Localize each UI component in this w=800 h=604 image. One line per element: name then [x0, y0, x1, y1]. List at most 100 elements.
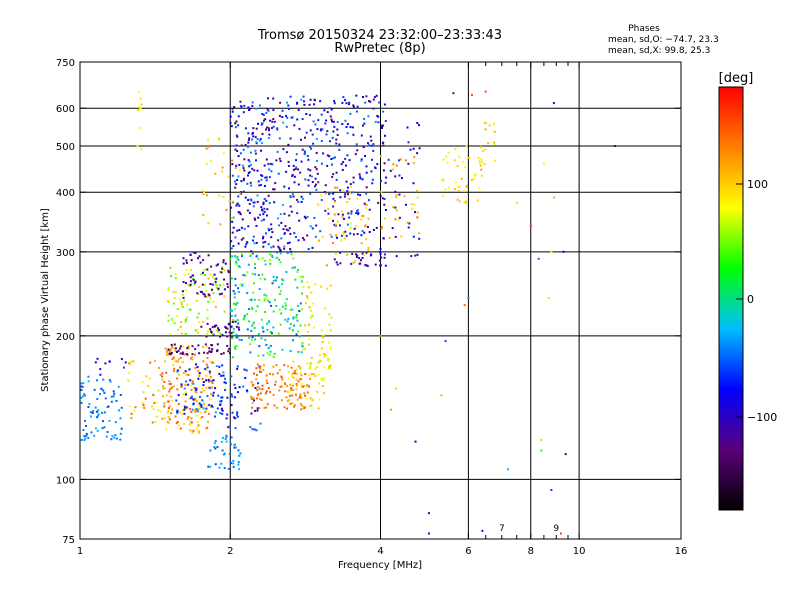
- data-point: [228, 347, 231, 350]
- data-point: [326, 154, 329, 157]
- data-point: [317, 373, 320, 376]
- data-point: [312, 326, 315, 329]
- data-point: [304, 136, 306, 139]
- data-point: [170, 343, 173, 346]
- data-point: [239, 192, 242, 195]
- data-point: [354, 259, 357, 262]
- data-point: [213, 446, 216, 448]
- data-point: [346, 223, 349, 226]
- data-point: [165, 350, 168, 353]
- data-point: [186, 316, 188, 319]
- data-point: [407, 226, 410, 229]
- data-point: [300, 384, 303, 387]
- data-point: [207, 145, 210, 148]
- data-point: [297, 109, 300, 112]
- data-point: [259, 365, 262, 368]
- data-point: [214, 283, 217, 286]
- data-point: [377, 201, 380, 204]
- data-point: [243, 169, 246, 172]
- data-point: [231, 107, 234, 110]
- data-point: [231, 337, 234, 340]
- data-point: [194, 390, 197, 393]
- data-point: [267, 346, 270, 349]
- data-point: [196, 328, 199, 331]
- data-point: [290, 250, 292, 253]
- data-point: [464, 166, 467, 169]
- data-point: [303, 153, 306, 156]
- data-point: [278, 286, 280, 289]
- data-point: [315, 168, 318, 171]
- data-point: [356, 233, 359, 235]
- data-point: [307, 343, 310, 346]
- data-point: [128, 362, 131, 365]
- data-point: [197, 369, 200, 372]
- data-point: [314, 367, 317, 370]
- data-point: [246, 292, 249, 295]
- data-point: [283, 406, 286, 409]
- data-point: [261, 388, 264, 390]
- data-point: [380, 227, 383, 230]
- data-point: [287, 371, 290, 373]
- data-point: [185, 380, 188, 383]
- data-point: [295, 388, 298, 391]
- data-point: [360, 158, 363, 161]
- data-point: [334, 253, 337, 255]
- data-point: [276, 127, 279, 130]
- data-point: [361, 257, 364, 259]
- data-point: [233, 444, 236, 446]
- data-point: [258, 387, 261, 390]
- data-point: [210, 265, 213, 268]
- data-point: [235, 183, 238, 186]
- data-point: [239, 191, 242, 194]
- data-point: [267, 137, 270, 139]
- data-point: [255, 310, 258, 313]
- data-point: [309, 309, 312, 312]
- data-point: [309, 146, 312, 148]
- data-point: [214, 411, 217, 414]
- data-point: [239, 168, 241, 171]
- data-point: [206, 345, 209, 348]
- data-point: [255, 378, 258, 381]
- data-point: [529, 224, 532, 227]
- data-point: [211, 275, 214, 278]
- data-point: [164, 347, 167, 350]
- data-point: [167, 348, 170, 351]
- data-point: [154, 359, 156, 362]
- data-point: [261, 257, 264, 260]
- data-point: [255, 127, 258, 130]
- data-point: [330, 163, 333, 166]
- data-point: [161, 372, 164, 375]
- data-point: [215, 264, 218, 267]
- data-point: [236, 413, 238, 416]
- data-point: [175, 399, 178, 402]
- data-point: [257, 180, 260, 183]
- data-point: [110, 400, 113, 403]
- data-point: [181, 305, 184, 308]
- data-point: [187, 272, 190, 275]
- data-point: [208, 387, 211, 390]
- data-point: [173, 297, 176, 299]
- data-point: [324, 307, 327, 310]
- data-point: [220, 407, 223, 410]
- data-point: [268, 168, 271, 171]
- data-point: [180, 332, 183, 335]
- data-point: [252, 135, 255, 138]
- data-point: [245, 243, 248, 246]
- data-point: [322, 392, 325, 395]
- data-point: [395, 194, 398, 197]
- data-point: [249, 181, 252, 184]
- data-point: [197, 344, 200, 347]
- data-point: [332, 130, 335, 133]
- data-point: [280, 385, 283, 388]
- data-point: [293, 168, 295, 171]
- data-point: [378, 101, 381, 104]
- data-point: [274, 182, 277, 185]
- data-point: [250, 381, 253, 384]
- data-point: [205, 379, 208, 382]
- data-point: [243, 315, 246, 318]
- data-point: [195, 300, 198, 302]
- data-point: [262, 241, 265, 244]
- data-point: [212, 361, 215, 364]
- data-point: [314, 177, 317, 180]
- data-point: [201, 283, 204, 286]
